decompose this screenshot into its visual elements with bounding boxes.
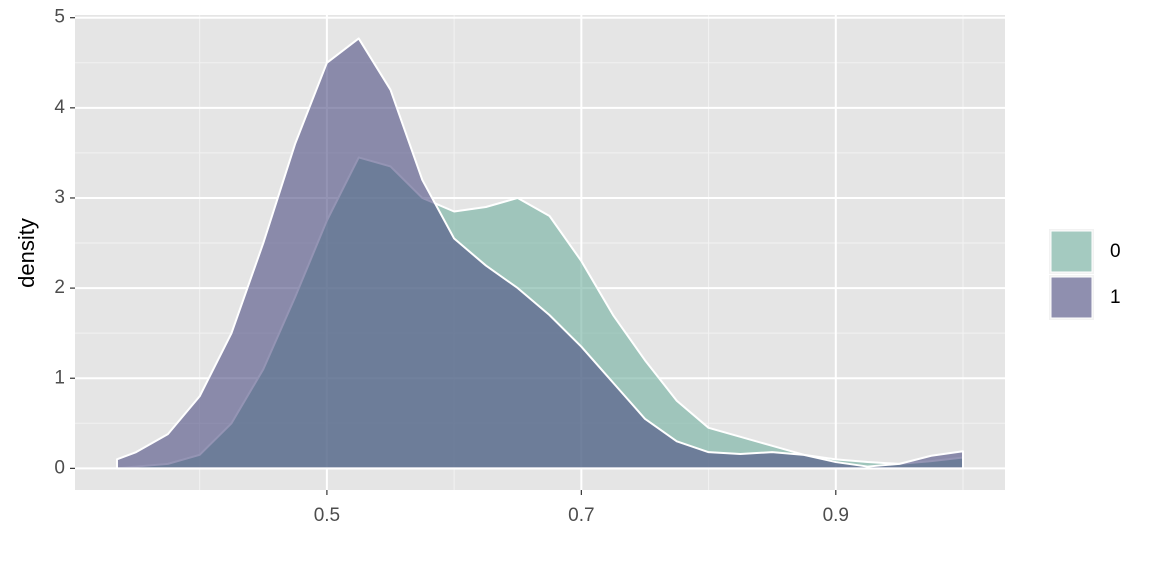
x-tick-label: 0.5 xyxy=(314,505,340,526)
y-tick-label: 1 xyxy=(54,367,65,388)
density-area xyxy=(115,37,965,470)
x-tick-label: 0.7 xyxy=(568,505,594,526)
y-tick-label: 2 xyxy=(54,277,65,298)
legend-label: 0 xyxy=(1110,241,1121,262)
legend-swatch xyxy=(1050,230,1093,273)
x-tick-label: 0.9 xyxy=(823,505,849,526)
y-tick-label: 0 xyxy=(54,457,65,478)
legend-label: 1 xyxy=(1110,287,1121,308)
y-tick-label: 5 xyxy=(54,7,65,28)
y-tick-label: 4 xyxy=(54,97,65,118)
y-axis-label: density xyxy=(14,218,39,288)
y-tick-label: 3 xyxy=(54,187,65,208)
legend-swatch xyxy=(1050,276,1093,319)
